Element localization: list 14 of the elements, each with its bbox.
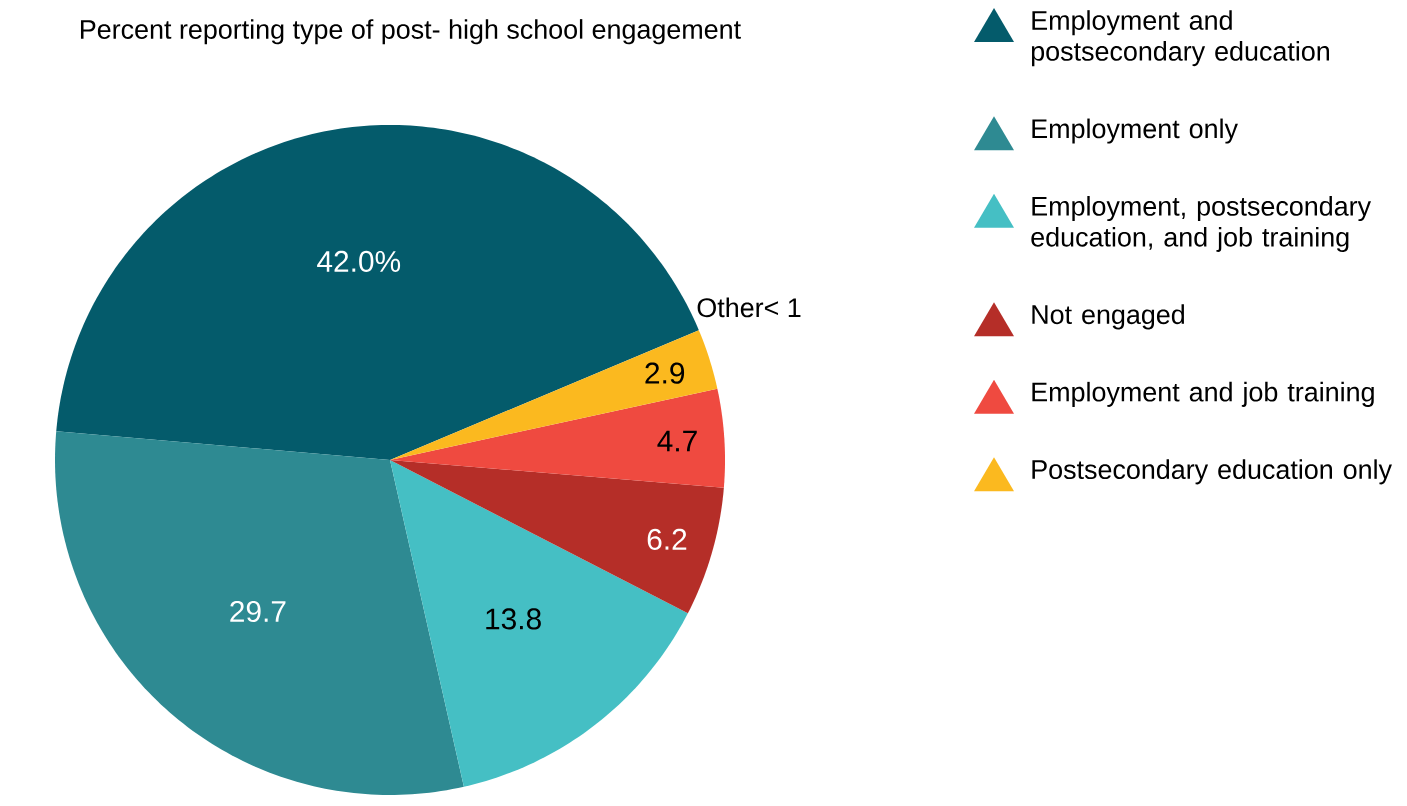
chart-title: Percent reporting type of post- high school engagement [80,19,741,45]
legend-label: Not engaged [1032,304,1184,330]
text: Other< 1 [697,297,801,318]
legend-label: Postsecondary education only [1032,459,1392,485]
data-label: 13.8 [486,608,541,630]
legend-label: Employment, postsecondary education, and job training [1031,196,1372,252]
data-label: 2.9 [645,362,685,384]
legend-label: Employment and job training [1032,381,1374,407]
data-label: 4.7 [657,430,697,452]
data-label: 42.0% [317,250,401,273]
legend-label: Employment only [1032,118,1238,144]
legend-label: Employment and postsecondary education [1031,10,1329,67]
data-label: 6.2 [647,528,687,550]
data-label: 29.7 [230,600,286,623]
